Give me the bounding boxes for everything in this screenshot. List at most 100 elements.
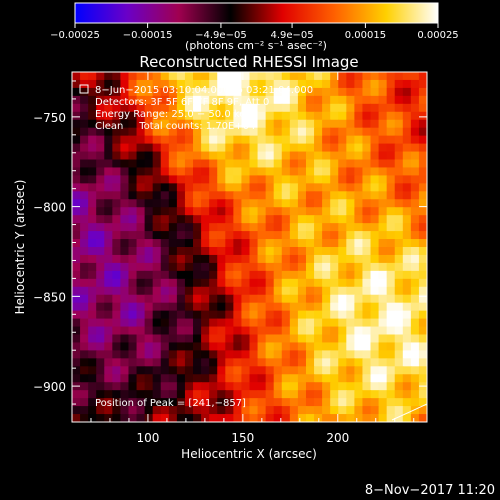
- heatmap-cell: [193, 151, 202, 161]
- heatmap-cell: [80, 199, 89, 208]
- heatmap-cell: [354, 374, 364, 383]
- heatmap-cell: [314, 318, 323, 328]
- heatmap-cell: [330, 191, 339, 200]
- heatmap-cell: [88, 159, 97, 169]
- heatmap-cell: [249, 398, 259, 407]
- heatmap-cell: [346, 207, 355, 216]
- heatmap-cell: [184, 191, 194, 200]
- heatmap-cell: [265, 278, 275, 288]
- heatmap-cell: [410, 414, 420, 422]
- heatmap-cell: [314, 87, 323, 97]
- heatmap-cell: [346, 326, 355, 336]
- heatmap-cell: [88, 87, 97, 97]
- heatmap-cell: [370, 302, 380, 312]
- heatmap-cell: [80, 159, 89, 169]
- heatmap-cell: [96, 95, 105, 105]
- heatmap-cell: [104, 207, 113, 216]
- heatmap-cell: [265, 87, 275, 97]
- heatmap-cell: [112, 207, 122, 216]
- heatmap-cell: [386, 167, 396, 176]
- heatmap-cell: [217, 111, 226, 121]
- heatmap-cell: [338, 95, 347, 105]
- heatmap-cell: [330, 358, 339, 367]
- heatmap-cell: [338, 302, 347, 312]
- heatmap-cell: [314, 119, 323, 129]
- heatmap-cell: [346, 239, 355, 248]
- heatmap-cell: [402, 247, 412, 256]
- heatmap-cell: [265, 247, 275, 256]
- heatmap-cell: [265, 215, 275, 224]
- heatmap-cell: [80, 231, 89, 240]
- heatmap-cell: [362, 199, 372, 208]
- heatmap-cell: [241, 72, 251, 81]
- heatmap-cell: [176, 207, 186, 216]
- heatmap-cell: [410, 95, 420, 105]
- heatmap-cell: [265, 111, 275, 121]
- heatmap-cell: [241, 294, 251, 304]
- heatmap-cell: [378, 175, 388, 184]
- heatmap-cell: [322, 382, 331, 391]
- heatmap-cell: [209, 95, 218, 105]
- heatmap-cell: [289, 334, 299, 344]
- heatmap-cell: [402, 159, 412, 169]
- heatmap-cell: [168, 183, 178, 192]
- heatmap-cell: [209, 254, 218, 264]
- heatmap-cell: [418, 143, 427, 153]
- heatmap-cell: [265, 239, 275, 248]
- heatmap-cell: [297, 103, 307, 113]
- heatmap-cell: [120, 103, 130, 113]
- heatmap-cell: [241, 358, 251, 367]
- heatmap-cell: [160, 350, 170, 359]
- heatmap-cell: [241, 79, 251, 89]
- heatmap-cell: [201, 143, 210, 153]
- heatmap-cell: [273, 87, 283, 97]
- heatmap-cell: [128, 278, 138, 288]
- heatmap-cell: [305, 119, 315, 129]
- heatmap-cell: [418, 103, 427, 113]
- heatmap-cell: [80, 254, 89, 264]
- heatmap-cell: [128, 72, 138, 81]
- heatmap-cell: [72, 334, 81, 344]
- heatmap-cell: [338, 119, 347, 129]
- heatmap-cell: [136, 254, 146, 264]
- heatmap-cell: [265, 207, 275, 216]
- heatmap-cell: [176, 183, 186, 192]
- heatmap-cell: [257, 151, 267, 161]
- heatmap-cell: [201, 87, 210, 97]
- heatmap-cell: [233, 72, 243, 81]
- heatmap-cell: [225, 390, 234, 399]
- heatmap-cell: [249, 167, 259, 176]
- heatmap-cell: [233, 390, 243, 399]
- heatmap-cell: [265, 167, 275, 176]
- heatmap-cell: [386, 350, 396, 359]
- heatmap-cell: [112, 350, 122, 359]
- heatmap-cell: [338, 215, 347, 224]
- heatmap-cell: [176, 72, 186, 81]
- heatmap-cell: [176, 374, 186, 383]
- heatmap-cell: [338, 334, 347, 344]
- heatmap-cell: [176, 95, 186, 105]
- heatmap-cell: [160, 286, 170, 296]
- heatmap-cell: [289, 358, 299, 367]
- y-axis-label: Heliocentric Y (arcsec): [13, 180, 27, 315]
- heatmap-cell: [104, 159, 113, 169]
- heatmap-cell: [257, 111, 267, 121]
- heatmap-cell: [402, 334, 412, 344]
- heatmap-cell: [168, 103, 178, 113]
- heatmap-cell: [257, 159, 267, 169]
- heatmap-cell: [346, 262, 355, 272]
- heatmap-cell: [209, 199, 218, 208]
- heatmap-cell: [72, 358, 81, 367]
- heatmap-cell: [257, 318, 267, 328]
- heatmap-cell: [112, 199, 122, 208]
- heatmap-cell: [297, 270, 307, 280]
- heatmap-cell: [378, 358, 388, 367]
- heatmap-cell: [233, 111, 243, 121]
- heatmap-cell: [144, 215, 154, 224]
- heatmap-cell: [273, 414, 283, 422]
- heatmap-cell: [96, 143, 105, 153]
- heatmap-cell: [362, 127, 372, 137]
- heatmap-cell: [80, 318, 89, 328]
- x-tick-label: 200: [326, 431, 349, 445]
